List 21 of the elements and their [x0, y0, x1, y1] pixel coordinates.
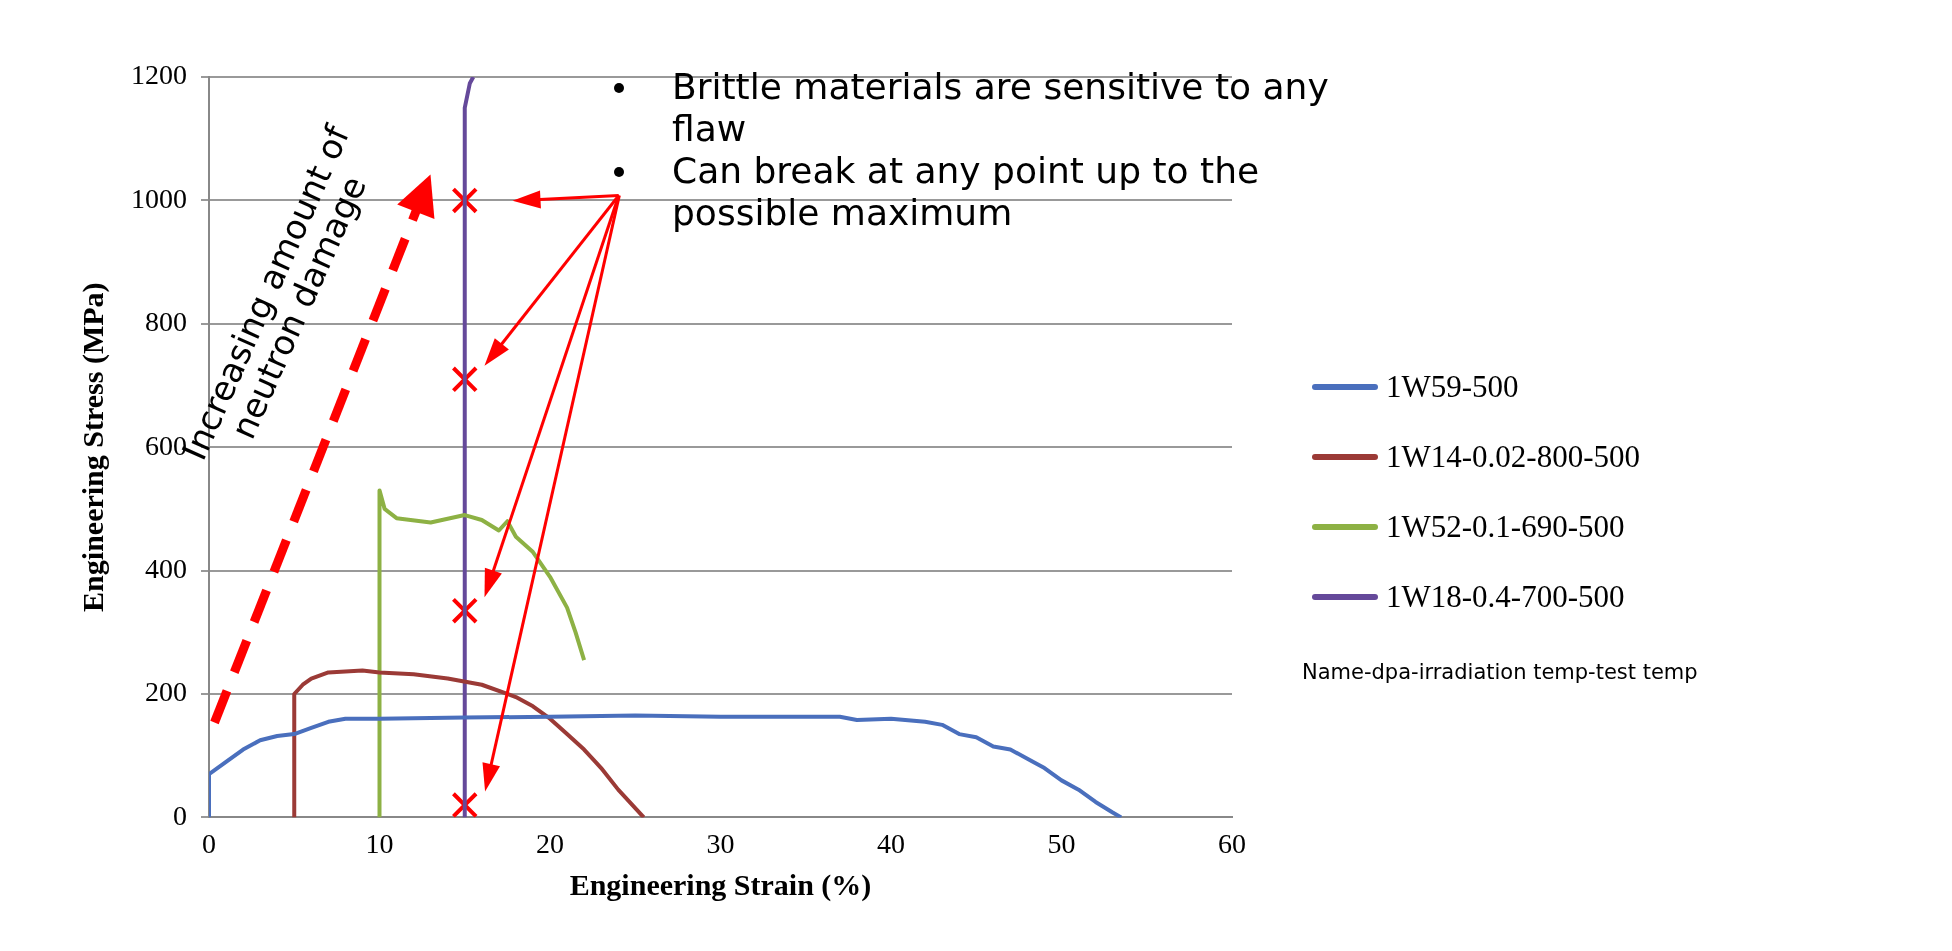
- x-tick-label: 0: [202, 827, 216, 859]
- annotation: Brittle materials are sensitive to any flaw: [672, 66, 1330, 150]
- y-tick-label: 400: [145, 552, 187, 584]
- x-tick-label: 50: [1047, 827, 1076, 859]
- y-tick-label: 200: [145, 676, 187, 708]
- legend-label: 1W14-0.02-800-500: [1386, 439, 1640, 475]
- legend-label: 1W59-500: [1386, 369, 1519, 405]
- legend-label: 1W52-0.1-690-500: [1386, 509, 1625, 545]
- y-tick-label: 0: [173, 799, 187, 831]
- y-tick-label: 1200: [131, 59, 187, 91]
- y-axis-title: Engineering Stress (MPa): [75, 282, 110, 612]
- annotation: Can break at any point up to the possible maximum: [672, 150, 1261, 234]
- x-tick-label: 20: [536, 827, 564, 859]
- x-tick-label: 30: [706, 827, 735, 859]
- x-tick-label: 40: [877, 827, 905, 859]
- legend-title: Name-dpa-irradiation temp-test temp: [1302, 660, 1698, 684]
- x-tick-label: 10: [365, 827, 394, 859]
- y-tick-label: 1000: [131, 182, 187, 214]
- legend-label: 1W18-0.4-700-500: [1386, 579, 1625, 615]
- x-axis-title: Engineering Strain (%): [569, 867, 872, 902]
- x-tick-label: 60: [1218, 827, 1246, 859]
